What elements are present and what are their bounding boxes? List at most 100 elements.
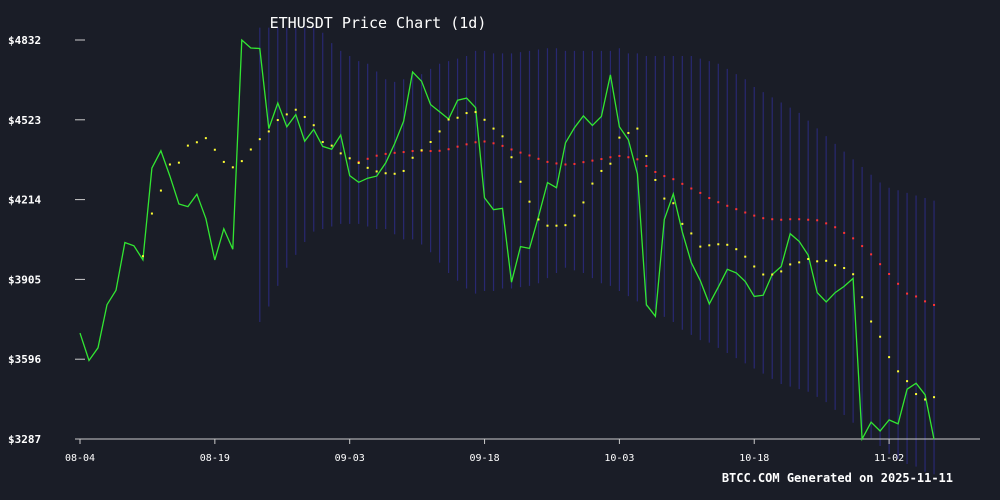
ma-short-point — [852, 273, 855, 276]
y-tick-label: $3905 — [8, 273, 41, 286]
ma-long-point — [465, 143, 468, 146]
ma-long-point — [735, 208, 738, 211]
ma-short-point — [726, 243, 729, 246]
ma-short-point — [213, 148, 216, 151]
ma-short-point — [546, 224, 549, 227]
ma-long-point — [609, 156, 612, 159]
ma-long-point — [375, 154, 378, 157]
y-tick-label: $4523 — [8, 114, 41, 127]
ma-long-point — [393, 151, 396, 154]
x-tick-label: 10-03 — [604, 453, 634, 464]
ma-short-point — [150, 212, 153, 215]
ma-short-point — [735, 248, 738, 251]
ma-short-point — [915, 393, 918, 396]
ma-short-point — [807, 257, 810, 260]
ma-short-point — [195, 141, 198, 144]
ma-long-point — [690, 187, 693, 190]
ma-short-point — [843, 267, 846, 270]
ma-short-point — [708, 244, 711, 247]
ma-long-point — [402, 151, 405, 154]
ma-long-point — [411, 150, 414, 153]
ma-long-point — [915, 295, 918, 298]
ma-short-point — [582, 201, 585, 204]
ma-long-point — [600, 158, 603, 161]
footer-note: BTCC.COM Generated on 2025-11-11 — [722, 471, 953, 485]
ma-short-point — [276, 119, 279, 122]
ma-short-point — [366, 166, 369, 169]
ma-short-point — [744, 255, 747, 258]
ma-long-point — [906, 292, 909, 295]
ma-short-point — [798, 261, 801, 264]
ma-long-point — [357, 160, 360, 163]
ma-short-point — [906, 380, 909, 383]
x-tick-label: 11-02 — [874, 453, 904, 464]
ma-long-point — [384, 152, 387, 155]
ma-short-point — [411, 156, 414, 159]
ma-short-point — [312, 124, 315, 127]
ma-long-point — [870, 253, 873, 256]
ma-long-point — [897, 282, 900, 285]
ma-short-point — [321, 141, 324, 144]
ma-long-point — [492, 142, 495, 145]
ma-short-point — [384, 172, 387, 175]
ma-short-point — [645, 154, 648, 157]
ma-short-point — [825, 259, 828, 262]
ma-short-point — [600, 169, 603, 172]
ma-short-point — [834, 264, 837, 267]
ma-short-point — [564, 224, 567, 227]
ma-short-point — [501, 135, 504, 138]
ma-long-point — [636, 158, 639, 161]
ma-long-point — [807, 218, 810, 221]
ma-short-point — [429, 141, 432, 144]
ma-short-point — [681, 222, 684, 225]
ma-long-point — [501, 144, 504, 147]
ma-long-point — [789, 218, 792, 221]
ma-long-point — [456, 145, 459, 148]
ma-short-point — [186, 144, 189, 147]
ma-short-point — [393, 172, 396, 175]
ma-short-point — [465, 112, 468, 115]
ma-long-point — [798, 218, 801, 221]
ma-short-point — [861, 296, 864, 299]
ma-short-point — [537, 218, 540, 221]
y-tick-label: $3596 — [8, 353, 41, 366]
ma-short-point — [753, 265, 756, 268]
ma-long-point — [438, 149, 441, 152]
ma-short-point — [375, 170, 378, 173]
ma-short-point — [528, 200, 531, 203]
chart-title: ETHUSDT Price Chart (1d) — [270, 14, 487, 32]
price-line — [79, 38, 935, 442]
ma-long-point — [447, 148, 450, 151]
ma-short-point — [573, 214, 576, 217]
ma-long-point — [933, 303, 936, 306]
ma-short-point — [177, 161, 180, 164]
ma-short-point — [870, 320, 873, 323]
ma-long-point — [537, 157, 540, 160]
ma-short-point — [402, 169, 405, 172]
ma-short-point — [357, 161, 360, 164]
ma-short-point — [609, 162, 612, 165]
ma-short-point — [762, 273, 765, 276]
ma-short-point — [348, 157, 351, 160]
x-tick-label: 09-18 — [469, 453, 499, 464]
ma-short-point — [303, 115, 306, 118]
ma-long-point — [528, 154, 531, 157]
ma-short-point — [159, 189, 162, 192]
ma-short-point — [267, 130, 270, 133]
ma-long-point — [771, 218, 774, 221]
ma-short-point — [294, 108, 297, 111]
ma-long-point — [699, 191, 702, 194]
ma-short-point — [492, 127, 495, 130]
ma-long-point — [591, 159, 594, 162]
ma-long-point — [780, 218, 783, 221]
ma-short-point — [618, 136, 621, 139]
ma-long-point — [645, 165, 648, 168]
ma-long-point — [816, 219, 819, 222]
x-tick-label: 08-04 — [65, 453, 95, 464]
ma-long-point — [888, 272, 891, 275]
ma-short-point — [555, 224, 558, 227]
ma-short-point — [285, 113, 288, 116]
ma-long-point — [483, 140, 486, 143]
